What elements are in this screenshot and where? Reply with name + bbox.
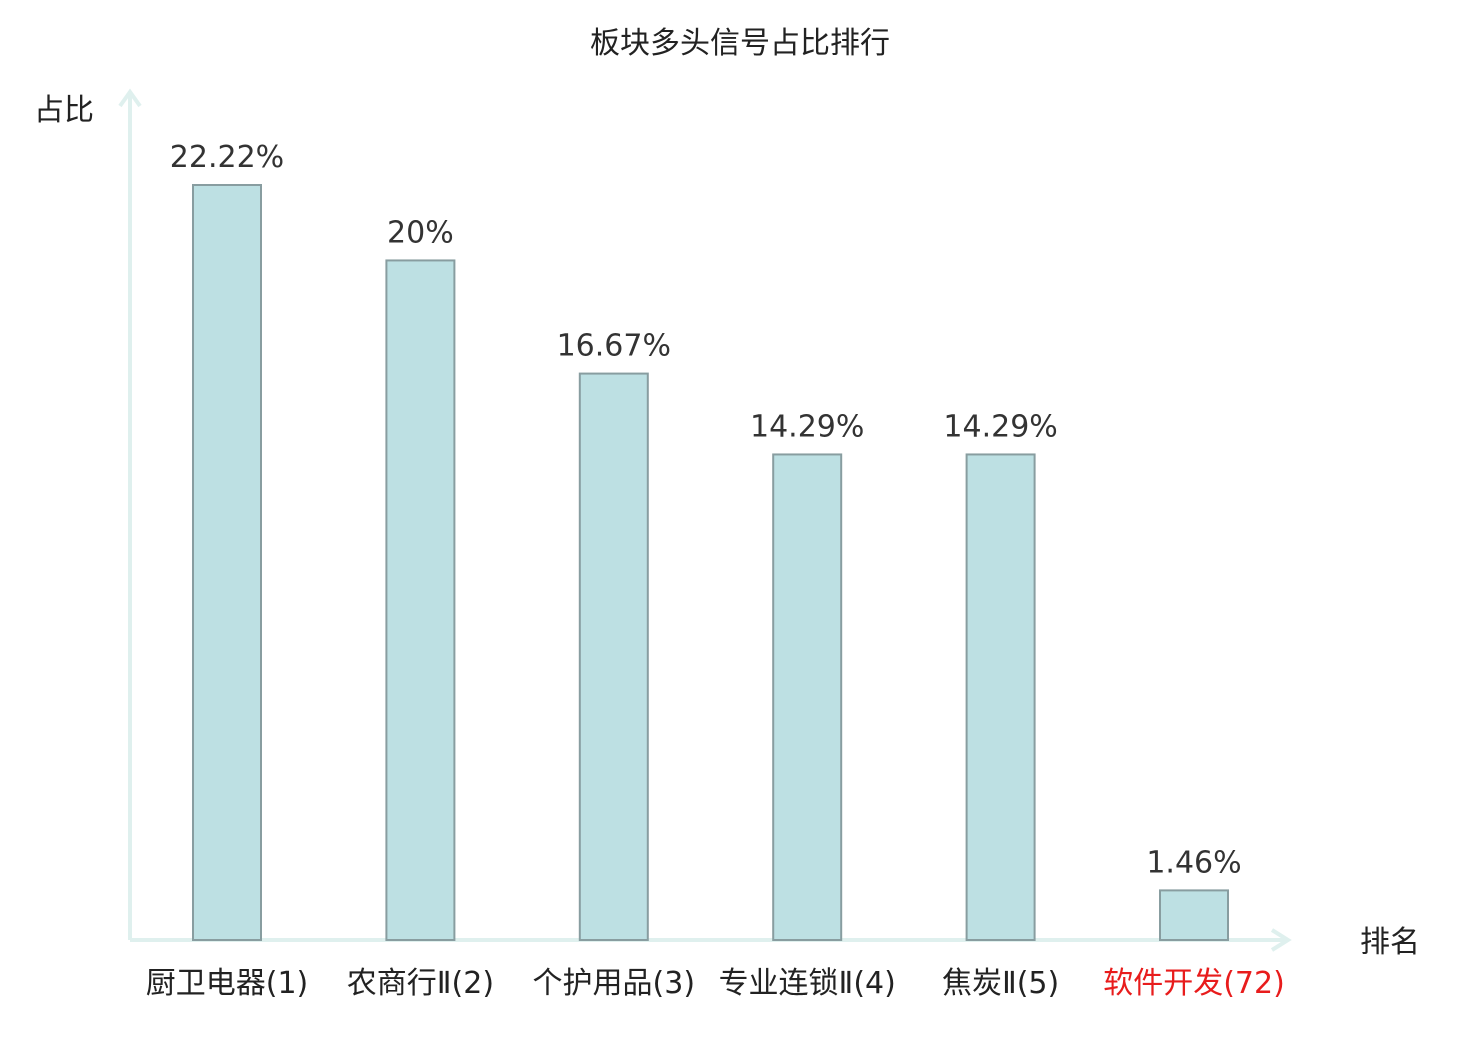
bar-4 (772, 453, 843, 941)
category-label-6: 软件开发(72) (1103, 966, 1285, 1001)
value-label-4: 14.29% (750, 409, 864, 444)
category-label-group: 厨卫电器(1) 农商行Ⅱ(2) 个护用品(3) 专业连锁Ⅱ(4) 焦炭Ⅱ(5) 软件开发(… (146, 966, 1285, 1001)
bar-2 (385, 259, 456, 941)
category-label-4: 专业连锁Ⅱ(4) (719, 966, 896, 1001)
bar-3 (578, 372, 649, 942)
category-label-5: 焦炭Ⅱ(5) (942, 966, 1059, 1001)
category-label-1: 厨卫电器(1) (146, 966, 309, 1001)
bar-6 (1159, 889, 1229, 941)
x-axis-label: 排名 (1360, 925, 1420, 960)
value-label-1: 22.22% (170, 140, 284, 175)
bar-5 (965, 453, 1036, 941)
value-label-6: 1.46% (1146, 845, 1241, 880)
chart-title: 板块多头信号占比排行 (590, 26, 890, 61)
category-label-3: 个护用品(3) (533, 966, 696, 1001)
y-axis-label: 占比 (34, 93, 94, 128)
value-label-2: 20% (387, 215, 454, 250)
value-label-3: 16.67% (557, 329, 671, 364)
bar-1 (192, 184, 262, 941)
y-axis-arrow (118, 88, 142, 108)
category-label-2: 农商行Ⅱ(2) (347, 966, 494, 1001)
bar-group (192, 184, 1229, 942)
value-label-group: 22.22% 20% 16.67% 14.29% 14.29% 1.46% (170, 140, 1242, 880)
value-label-5: 14.29% (943, 409, 1057, 444)
x-axis-arrow (1270, 928, 1292, 952)
